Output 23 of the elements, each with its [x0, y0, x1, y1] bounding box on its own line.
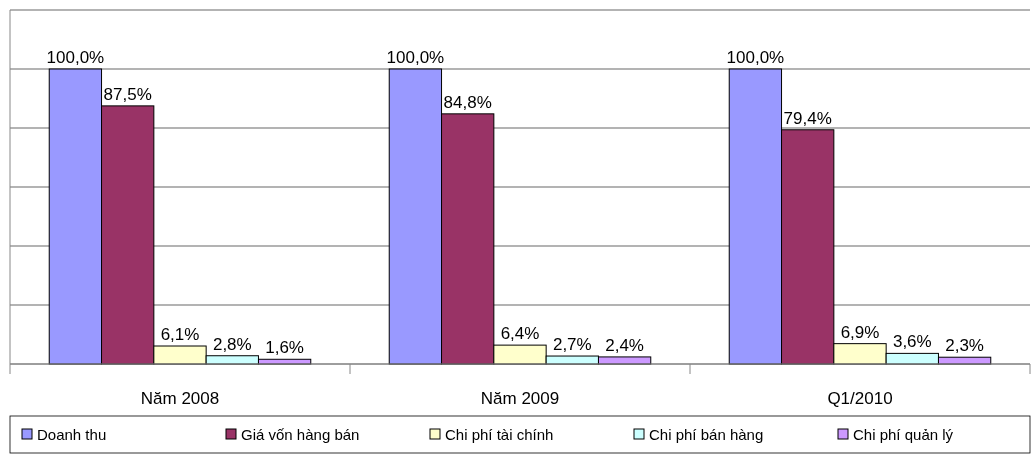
data-label: 2,3% — [945, 336, 984, 356]
data-label: 6,4% — [500, 324, 540, 344]
legend-label: Doanh thu — [37, 426, 107, 443]
data-label: 100,0% — [46, 48, 105, 67]
data-label: 100,0% — [386, 48, 445, 67]
legend-label: Chi phí tài chính — [445, 426, 554, 443]
x-tick-label: Năm 2009 — [480, 389, 560, 408]
data-label: 3,6% — [892, 332, 932, 352]
data-label: 6,1% — [160, 325, 200, 345]
data-label: 2,4% — [605, 335, 644, 355]
data-label: 1,6% — [265, 338, 304, 358]
data-label: 79,4% — [783, 108, 832, 128]
x-tick-label: Năm 2008 — [140, 389, 220, 408]
data-label: 2,7% — [552, 335, 592, 355]
data-label: 84,8% — [443, 92, 492, 112]
legend-label: Giá vốn hàng bán — [241, 426, 360, 443]
data-label: 2,8% — [212, 334, 252, 354]
data-label: 6,9% — [840, 322, 880, 342]
data-label: 100,0% — [726, 48, 785, 67]
legend-label: Chi phí quản lý — [853, 426, 954, 443]
legend-label: Chi phí bán hàng — [649, 426, 764, 443]
x-tick-label: Q1/2010 — [827, 389, 893, 408]
data-label: 87,5% — [103, 84, 152, 104]
